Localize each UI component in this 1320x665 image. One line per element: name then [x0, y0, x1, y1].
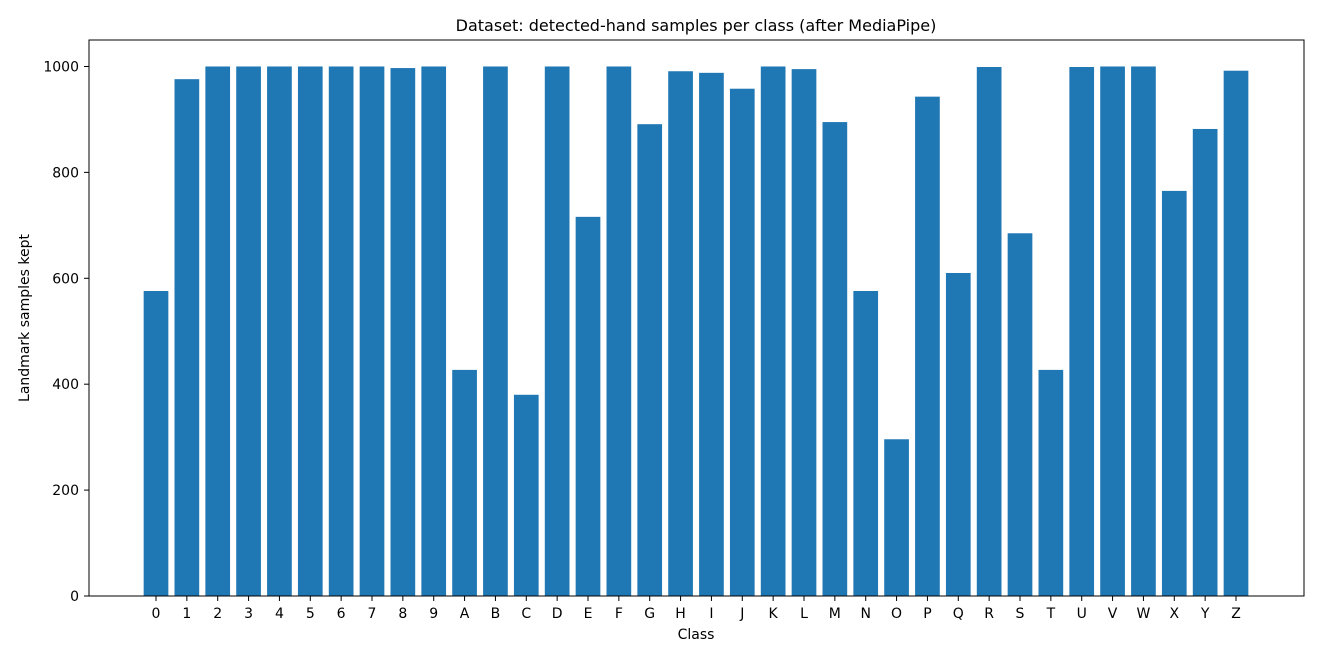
- x-tick-label: Y: [1200, 606, 1210, 622]
- bar-Q: [945, 272, 971, 596]
- x-tick-label: I: [709, 606, 713, 622]
- x-tick-label: S: [1016, 606, 1025, 622]
- plot-frame: [88, 39, 1305, 597]
- x-tick-label: 9: [429, 606, 438, 622]
- bar-J: [729, 88, 755, 596]
- bar-W: [1131, 66, 1156, 597]
- x-tick-label: K: [769, 606, 779, 622]
- bar-A: [452, 369, 477, 596]
- bar-0: [143, 290, 169, 596]
- x-tick-label: C: [521, 606, 531, 622]
- x-tick-label: W: [1137, 606, 1151, 622]
- x-tick-label: O: [891, 606, 902, 622]
- bar-8: [390, 68, 416, 596]
- x-tick-label: N: [860, 606, 870, 622]
- y-tick-label: 200: [52, 483, 79, 499]
- bar-B: [483, 66, 508, 597]
- bar-6: [328, 66, 354, 597]
- x-tick-label: T: [1046, 606, 1056, 622]
- x-tick-label: P: [923, 606, 931, 622]
- bar-R: [976, 67, 1002, 596]
- bar-1: [174, 79, 200, 597]
- x-tick-label: G: [644, 606, 655, 622]
- x-tick-label: B: [491, 606, 501, 622]
- x-tick-label: A: [460, 606, 470, 622]
- y-axis-label: Landmark samples kept: [17, 234, 33, 402]
- x-tick-label: L: [800, 606, 808, 622]
- bar-E: [575, 216, 601, 597]
- x-tick-label: Z: [1231, 606, 1241, 622]
- x-tick-label: 4: [275, 606, 284, 622]
- bar-2: [205, 66, 231, 597]
- bar-G: [637, 124, 663, 596]
- x-tick-label: 8: [398, 606, 407, 622]
- bar-Y: [1192, 128, 1218, 596]
- bar-C: [513, 394, 539, 596]
- x-tick-label: Q: [953, 606, 964, 622]
- y-tick-label: 400: [52, 377, 79, 393]
- bar-M: [822, 122, 848, 596]
- bar-4: [267, 66, 292, 597]
- y-tick-label: 800: [52, 165, 79, 181]
- x-tick-label: E: [584, 606, 593, 622]
- x-tick-label: 5: [306, 606, 315, 622]
- x-tick-label: J: [739, 606, 744, 622]
- bar-V: [1100, 66, 1125, 597]
- x-tick-label: 1: [182, 606, 191, 622]
- bar-3: [236, 66, 261, 597]
- bar-D: [544, 66, 570, 597]
- x-tick-label: 7: [368, 606, 377, 622]
- bar-O: [884, 439, 909, 596]
- bar-N: [853, 290, 879, 596]
- x-tick-label: D: [552, 606, 563, 622]
- bar-X: [1161, 190, 1187, 596]
- x-tick-label: V: [1108, 606, 1118, 622]
- x-axis: 0 1 2 3 4 5 6 7 8 9 A B C D E F G H I J K L M N O P Q R S T U V W X Y Z: [152, 596, 1241, 622]
- x-tick-label: M: [829, 606, 841, 622]
- bar-7: [359, 66, 385, 597]
- x-tick-label: 3: [244, 606, 253, 622]
- bar-H: [668, 71, 693, 597]
- bar-Z: [1223, 70, 1249, 596]
- bar-L: [791, 69, 817, 597]
- x-tick-label: R: [984, 606, 994, 622]
- x-tick-label: U: [1077, 606, 1087, 622]
- y-tick-label: 0: [70, 589, 79, 605]
- x-tick-label: 6: [337, 606, 346, 622]
- x-tick-label: X: [1169, 606, 1179, 622]
- bar-K: [760, 66, 786, 597]
- x-tick-label: H: [675, 606, 686, 622]
- x-axis-label: Class: [678, 627, 715, 643]
- y-axis: 0 200 400 600 800 1000: [43, 59, 89, 605]
- bar-F: [606, 66, 632, 597]
- y-tick-label: 1000: [43, 59, 79, 75]
- bars-layer: [143, 66, 1249, 597]
- bar-U: [1069, 67, 1095, 596]
- y-tick-label: 600: [52, 271, 79, 287]
- bar-5: [297, 66, 323, 597]
- bar-I: [699, 72, 724, 596]
- x-tick-label: 0: [152, 606, 161, 622]
- bar-S: [1007, 233, 1033, 596]
- x-tick-label: 2: [213, 606, 222, 622]
- bar-T: [1038, 369, 1064, 596]
- chart-title: Dataset: detected-hand samples per class…: [456, 16, 937, 35]
- bar-P: [915, 96, 940, 596]
- x-tick-label: F: [615, 606, 623, 622]
- bar-9: [421, 66, 447, 597]
